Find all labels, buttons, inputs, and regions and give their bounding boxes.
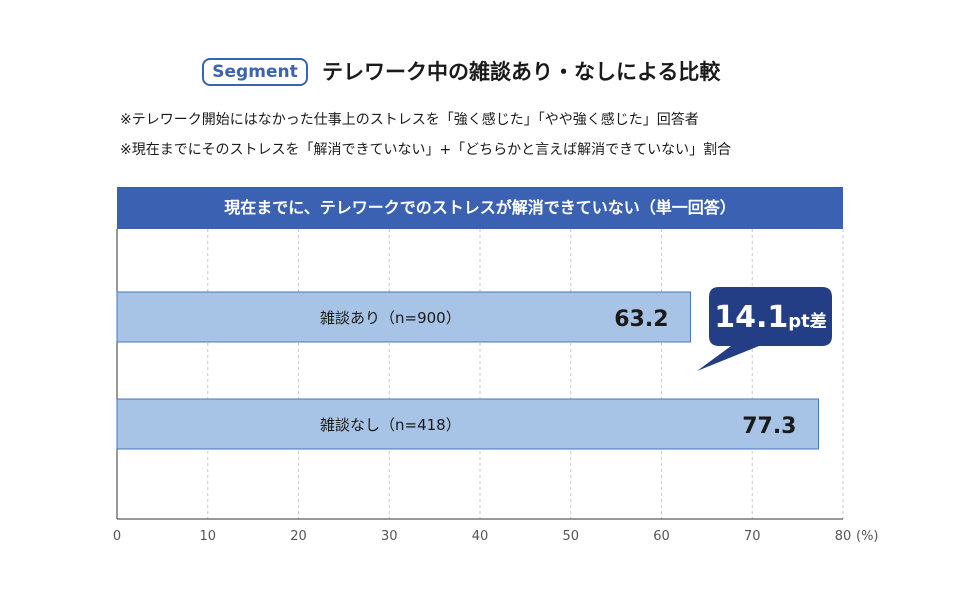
- data-label: 63.2: [614, 307, 668, 332]
- tick-label: 70: [744, 529, 761, 544]
- bar: [116, 398, 819, 450]
- callout-part: 差: [810, 311, 827, 332]
- tick-label: 10: [199, 529, 216, 544]
- tick-label: 60: [653, 529, 670, 544]
- tick-label: 50: [562, 529, 579, 544]
- tick-label: 0: [113, 529, 121, 544]
- callout-part: pt: [788, 311, 810, 332]
- segment-badge: Segment: [202, 58, 308, 86]
- page-title: テレワーク中の雑談あり・なしによる比較: [322, 60, 721, 84]
- chart-title-banner: 現在までに、テレワークでのストレスが解消できていない（単一回答）: [117, 187, 843, 229]
- unit-label: (%): [856, 529, 879, 544]
- category-label: 雑談あり（n=900）: [320, 309, 461, 327]
- data-label: 77.3: [742, 414, 796, 439]
- callout-text: 14.1pt差: [714, 300, 827, 335]
- callout-part: 14.1: [714, 300, 788, 335]
- note-ratio-definition: ※現在までにそのストレスを「解消できていない」+「どちらかと言えば解消できていな…: [120, 142, 732, 158]
- tick-label: 20: [290, 529, 307, 544]
- tick-label: 80: [835, 529, 852, 544]
- note-respondents: ※テレワーク開始にはなかった仕事上のストレスを「強く感じた」「やや強く感じた」回…: [120, 112, 699, 128]
- category-label: 雑談なし（n=418）: [320, 416, 461, 434]
- tick-label: 40: [472, 529, 489, 544]
- bar: [116, 291, 692, 343]
- difference-callout: [697, 287, 832, 371]
- tick-label: 30: [381, 529, 398, 544]
